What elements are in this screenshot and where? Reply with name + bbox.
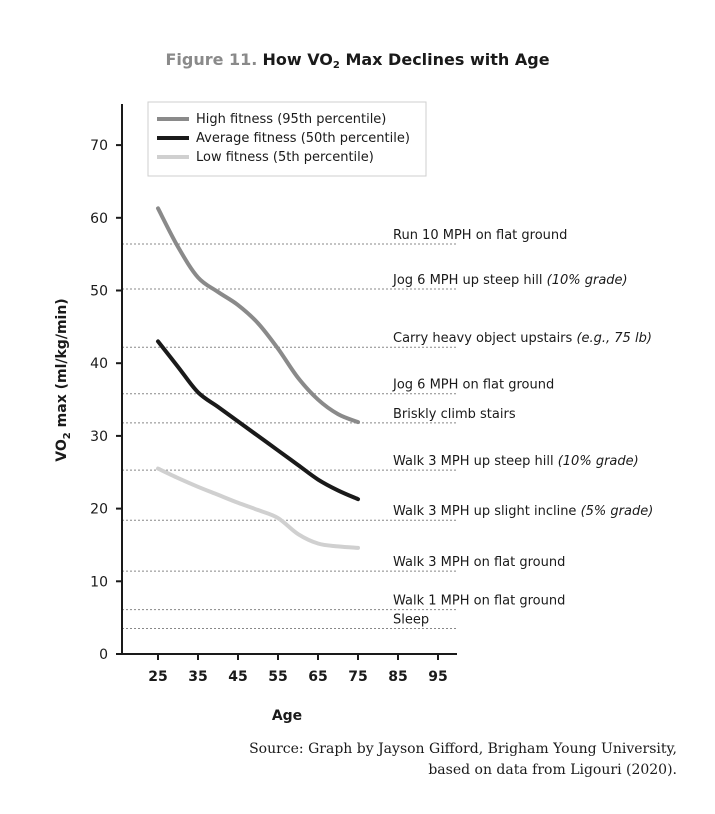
- activity-label: Carry heavy object upstairs (e.g., 75 lb…: [393, 331, 652, 346]
- low-fitness-line: [156, 466, 360, 550]
- title-subscript: 2: [332, 60, 340, 71]
- title-text-after: Max Declines with Age: [339, 50, 550, 69]
- y-tick-label: 50: [90, 284, 108, 300]
- x-tick-label: 55: [268, 669, 287, 685]
- x-tick-label: 35: [188, 669, 207, 685]
- legend-box: [147, 101, 427, 177]
- activity-label: Sleep: [393, 613, 429, 628]
- series-lines: [156, 206, 360, 550]
- figure-label: Figure 11.: [165, 50, 258, 69]
- high-fitness-legend-label: High fitness (95th percentile): [196, 112, 386, 127]
- source-line-1: Source: Graph by Jayson Gifford, Brigham…: [249, 741, 677, 757]
- x-tick-label: 85: [388, 669, 407, 685]
- y-axis-label-suffix: max (ml/kg/min): [54, 298, 70, 432]
- y-axis-label-prefix: VO: [54, 439, 70, 462]
- activity-label: Jog 6 MPH up steep hill (10% grade): [392, 273, 628, 288]
- axes: [121, 104, 457, 655]
- y-axis-label-sub: 2: [62, 432, 73, 439]
- y-tick-label: 60: [90, 211, 108, 227]
- y-tick-label: 0: [99, 647, 108, 663]
- y-tick-label: 30: [90, 429, 108, 445]
- low-fitness-legend-label: Low fitness (5th percentile): [196, 150, 374, 165]
- y-axis-label: VO2 max (ml/kg/min): [54, 298, 73, 461]
- y-tick-label: 70: [90, 138, 108, 154]
- activity-label: Walk 1 MPH on flat ground: [393, 594, 565, 609]
- x-ticks: 25 35 45 55 65 75 85 95: [148, 654, 448, 685]
- activity-label: Walk 3 MPH up slight incline (5% grade): [393, 504, 653, 519]
- y-tick-label: 20: [90, 502, 108, 518]
- activity-label: Run 10 MPH on flat ground: [393, 228, 567, 243]
- y-ticks: 0 10 20 30 40 50 60 70: [90, 138, 122, 663]
- legend: High fitness (95th percentile) Average fi…: [147, 101, 427, 177]
- activity-labels: Run 10 MPH on flat ground Jog 6 MPH up st…: [392, 228, 653, 628]
- activity-label: Walk 3 MPH on flat ground: [393, 555, 565, 570]
- title-text-before: How VO: [262, 50, 333, 69]
- source-line-2: based on data from Ligouri (2020).: [428, 762, 677, 778]
- activity-label: Briskly climb stairs: [393, 407, 516, 422]
- x-axis-label: Age: [272, 708, 302, 724]
- y-tick-label: 10: [90, 574, 108, 590]
- activity-label: Jog 6 MPH on flat ground: [392, 378, 554, 393]
- title-text: How VO2 Max Declines with Age: [262, 50, 550, 71]
- x-tick-label: 65: [308, 669, 327, 685]
- average-fitness-legend-label: Average fitness (50th percentile): [196, 131, 410, 146]
- x-tick-label: 45: [228, 669, 247, 685]
- x-tick-label: 95: [428, 669, 447, 685]
- high-fitness-line: [156, 206, 360, 425]
- x-tick-label: 75: [348, 669, 367, 685]
- source-note: Source: Graph by Jayson Gifford, Brigham…: [249, 739, 677, 781]
- y-tick-label: 40: [90, 356, 108, 372]
- x-tick-label: 25: [148, 669, 167, 685]
- average-fitness-line: [156, 339, 360, 502]
- chart-title: Figure 11. How VO2 Max Declines with Age: [0, 50, 715, 71]
- activity-reference-lines: [122, 243, 457, 630]
- activity-label: Walk 3 MPH up steep hill (10% grade): [393, 454, 639, 469]
